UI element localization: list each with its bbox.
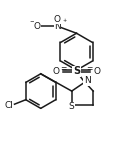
Text: Cl: Cl — [4, 101, 13, 110]
Text: S: S — [73, 66, 80, 76]
Text: O: O — [93, 67, 100, 76]
Text: $^+$: $^+$ — [61, 19, 67, 25]
Text: =: = — [86, 65, 93, 74]
Text: N: N — [54, 22, 61, 31]
Text: O: O — [54, 15, 61, 24]
Text: O: O — [53, 67, 60, 76]
Text: =: = — [60, 65, 67, 74]
Text: $^-$: $^-$ — [28, 18, 35, 27]
Text: S: S — [69, 102, 75, 111]
Text: O: O — [34, 22, 41, 31]
Text: N: N — [84, 76, 91, 85]
